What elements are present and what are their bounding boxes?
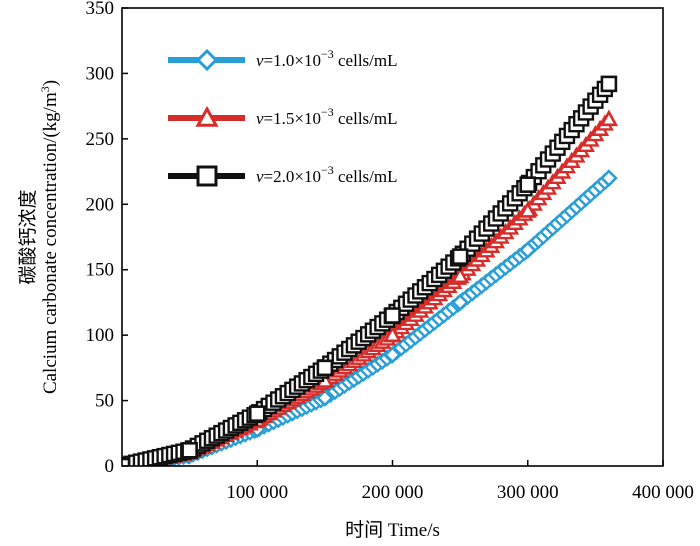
legend-label: v=1.0×10−3 cells/mL bbox=[256, 47, 398, 70]
y-tick-label: 0 bbox=[105, 456, 115, 477]
axis-layer: 0 50 100 150 200 250 300 350 100 000 200 000 300 0… bbox=[86, 0, 694, 503]
legend: v=1.0×10−3 cells/mL v=1.5×10−3 cells/mL v=… bbox=[168, 47, 398, 187]
data-point bbox=[451, 293, 469, 312]
data-point bbox=[248, 405, 266, 422]
series-1 bbox=[122, 169, 618, 466]
legend-label: v=2.0×10−3 cells/mL bbox=[256, 163, 398, 186]
y-tick-label: 250 bbox=[86, 129, 115, 150]
legend-item-3: v=2.0×10−3 cells/mL bbox=[168, 163, 398, 187]
data-point bbox=[518, 201, 537, 218]
legend-item-1: v=1.0×10−3 cells/mL bbox=[168, 47, 398, 72]
x-tick-label: 400 000 bbox=[632, 482, 694, 503]
axis-labels: 时间 Time/s 碳酸钙浓度 Calcium carbonate concentr… bbox=[17, 80, 440, 541]
data-point bbox=[384, 307, 401, 324]
x-tick-label: 100 000 bbox=[226, 482, 288, 503]
x-tick-label: 200 000 bbox=[362, 482, 424, 503]
data-point bbox=[600, 169, 618, 187]
data-point bbox=[450, 266, 470, 284]
legend-label: v=1.5×10−3 cells/mL bbox=[256, 105, 398, 128]
data-point bbox=[599, 109, 619, 127]
plot-layer bbox=[122, 75, 619, 466]
legend-marker bbox=[196, 165, 218, 187]
legend-item-2: v=1.5×10−3 cells/mL bbox=[168, 105, 398, 128]
data-point bbox=[181, 441, 198, 459]
plot-frame bbox=[121, 7, 664, 467]
data-point bbox=[451, 248, 469, 265]
data-point bbox=[518, 241, 537, 259]
y-tick-label: 200 bbox=[86, 194, 115, 215]
y-tick-label: 350 bbox=[86, 0, 115, 19]
data-point bbox=[316, 389, 334, 407]
data-point bbox=[316, 359, 334, 377]
y-tick-label: 100 bbox=[86, 325, 115, 346]
data-point bbox=[383, 325, 402, 343]
x-tick-label: 300 000 bbox=[497, 482, 559, 503]
data-point bbox=[122, 457, 131, 466]
y-tick-label: 50 bbox=[95, 391, 114, 412]
data-point bbox=[383, 345, 402, 364]
y-tick-label: 150 bbox=[86, 260, 115, 281]
y-tick-label: 300 bbox=[86, 63, 115, 84]
y-axis-label-en: Calcium carbonate concentration/(kg/m3) bbox=[38, 80, 61, 394]
data-point bbox=[600, 75, 618, 93]
x-axis-label: 时间 Time/s bbox=[345, 519, 440, 541]
y-axis-label: 碳酸钙浓度 bbox=[17, 189, 39, 284]
legend-marker bbox=[195, 105, 219, 127]
series-3 bbox=[122, 75, 618, 466]
legend-marker bbox=[195, 48, 219, 72]
data-point bbox=[519, 176, 537, 193]
